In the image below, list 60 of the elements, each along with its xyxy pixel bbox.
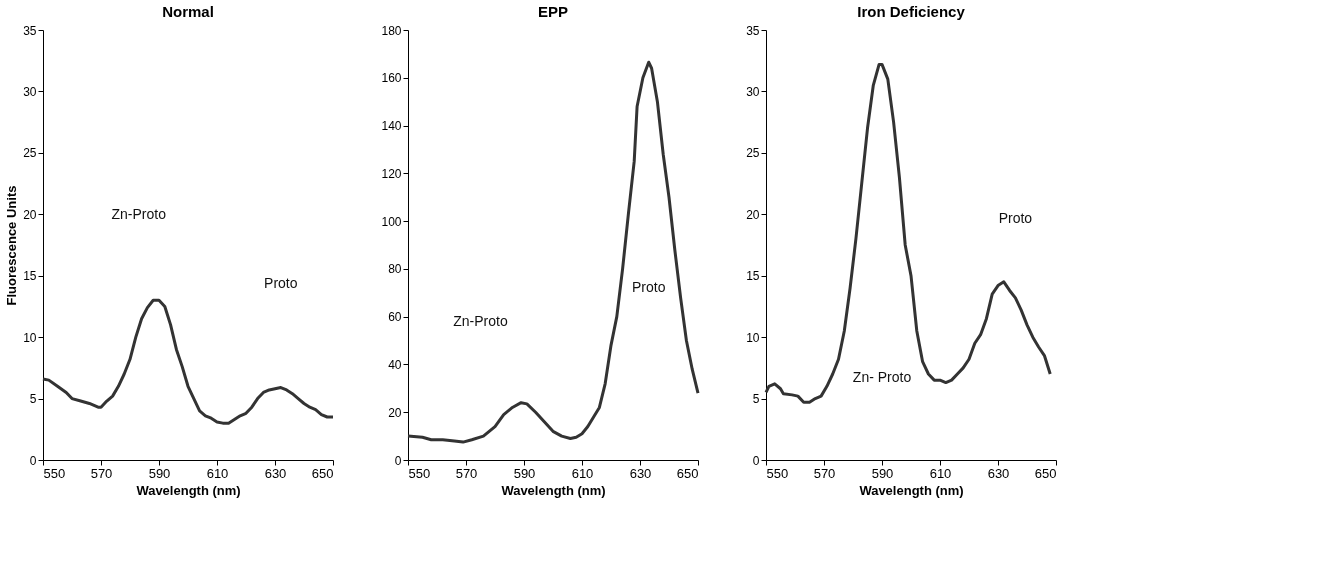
line-series: [41, 298, 335, 425]
y-tick-label: 15: [23, 269, 37, 284]
y-tick-label: 20: [746, 207, 760, 222]
x-tick-label: 570: [813, 465, 836, 481]
line-series: [406, 60, 700, 444]
x-tick-label: 590: [148, 465, 171, 481]
x-tick-label: 610: [206, 465, 229, 481]
y-tick-label: 25: [23, 146, 37, 161]
x-axis-title: Wavelength (nm): [136, 482, 241, 498]
y-tick-label: 35: [746, 23, 760, 38]
y-tick-label: 180: [381, 23, 402, 38]
y-tick-label: 5: [752, 392, 760, 407]
y-tick-label: 0: [29, 453, 37, 468]
chart-title: EPP: [537, 3, 569, 20]
x-tick-label: 630: [987, 465, 1010, 481]
y-tick-label: 25: [746, 146, 760, 161]
x-tick-label: 550: [43, 465, 66, 481]
y-tick-label: 0: [752, 453, 760, 468]
x-tick-label: 590: [513, 465, 536, 481]
y-tick-label: 10: [23, 330, 37, 345]
y-tick-label: 80: [388, 262, 402, 277]
y-tick-label: 60: [388, 310, 402, 325]
x-tick-label: 650: [311, 465, 334, 481]
y-tick-label: 5: [29, 392, 37, 407]
y-tick-label: 35: [23, 23, 37, 38]
x-axis-title: Wavelength (nm): [501, 482, 606, 498]
y-tick-label: 120: [381, 166, 402, 181]
x-tick-label: 550: [766, 465, 789, 481]
y-tick-label: 30: [23, 84, 37, 99]
y-tick-label: 10: [746, 330, 760, 345]
x-tick-label: 570: [455, 465, 478, 481]
annotation: Proto: [998, 210, 1033, 227]
annotation: Zn-Proto: [111, 205, 167, 222]
x-tick-label: 650: [676, 465, 699, 481]
y-tick-label: 30: [746, 84, 760, 99]
x-tick-label: 590: [871, 465, 894, 481]
annotation: Proto: [264, 274, 298, 291]
x-tick-label: 630: [264, 465, 287, 481]
y-tick-label: 15: [746, 269, 760, 284]
x-tick-label: 550: [408, 465, 431, 481]
y-tick-label: 100: [381, 214, 402, 229]
x-tick-label: 630: [629, 465, 652, 481]
annotation: Proto: [631, 279, 666, 295]
y-tick-label: 20: [23, 207, 37, 222]
y-tick-label: 40: [388, 357, 402, 372]
x-tick-label: 610: [929, 465, 952, 481]
chart-title: Normal: [162, 3, 214, 20]
y-tick-label: 0: [394, 453, 402, 468]
y-axis-title: Fluorescence Units: [4, 185, 20, 306]
chart-title: Iron Deficiency: [857, 3, 966, 20]
y-tick-label: 140: [381, 119, 402, 134]
x-tick-label: 570: [90, 465, 113, 481]
x-tick-label: 650: [1034, 465, 1057, 481]
y-tick-label: 160: [381, 71, 402, 86]
y-tick-label: 20: [388, 405, 402, 420]
annotation: Zn- Proto: [852, 369, 912, 386]
annotation: Zn-Proto: [453, 313, 508, 330]
x-tick-label: 610: [571, 465, 594, 481]
line-series: [764, 62, 1052, 404]
x-axis-title: Wavelength (nm): [859, 482, 964, 498]
